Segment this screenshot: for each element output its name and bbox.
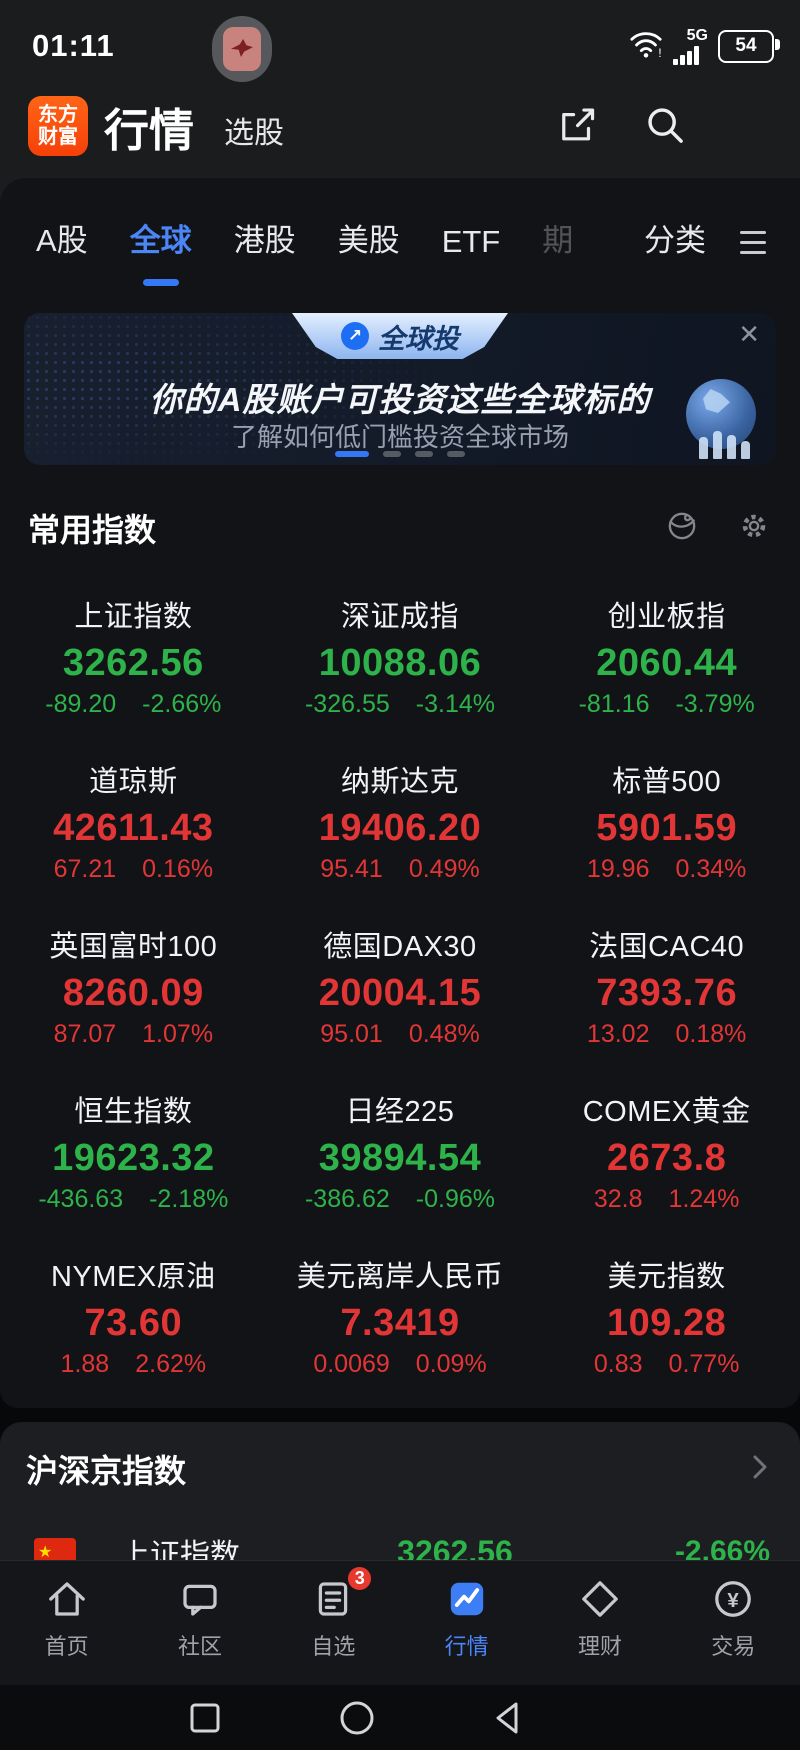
tab-category[interactable]: 分类 <box>644 223 706 258</box>
index-cell[interactable]: 美元离岸人民币 7.3419 0.0069 0.09% <box>296 1261 504 1378</box>
tabs-pinned-group: 分类 <box>584 178 800 290</box>
index-cell[interactable]: 道琼斯 42611.43 67.21 0.16% <box>53 766 214 883</box>
index-cell[interactable]: 上证指数 3262.56 -89.20 -2.66% <box>45 601 222 718</box>
tab-期[interactable]: 期 <box>542 223 574 258</box>
camera-notch <box>212 16 272 82</box>
index-cell[interactable]: 法国CAC40 7393.76 13.02 0.18% <box>586 931 747 1048</box>
clock: 01:11 <box>32 28 115 63</box>
index-cell[interactable]: 深证成指 10088.06 -326.55 -3.14% <box>304 601 495 718</box>
wifi-alert: ! <box>658 46 661 60</box>
android-nav-bar <box>0 1685 800 1750</box>
app-header: 东方 财富 行情 选股 <box>0 88 800 180</box>
hsj-indices-card: 沪深京指数 ★ 上证指数 3262.56 -2.66% <box>0 1422 800 1562</box>
page-title: 行情 <box>104 105 195 156</box>
cn-flag-icon: ★ <box>34 1538 76 1562</box>
tab-全球[interactable]: 全球 <box>130 215 192 260</box>
tab-ETF[interactable]: ETF <box>441 224 501 259</box>
section-title: 常用指数 <box>28 512 157 548</box>
market-tabs: A股 全球 港股 美股 ETF 期 <box>0 178 800 290</box>
nav-item-自选[interactable]: 3 自选 <box>267 1561 400 1686</box>
home-button[interactable] <box>338 1699 376 1737</box>
banner-dot[interactable] <box>335 451 369 457</box>
bottom-nav: 首页 社区 3 自选 行情 理财 ¥ 交易 <box>0 1560 800 1686</box>
banner-pagination[interactable] <box>24 451 776 457</box>
share-icon[interactable] <box>554 102 600 148</box>
banner-title: 你的A股账户可投资这些全球标的 <box>149 381 651 418</box>
watchlist-icon: 3 <box>309 1565 374 1623</box>
index-cell[interactable]: 日经225 39894.54 -386.62 -0.96% <box>304 1096 495 1213</box>
chevron-right-icon[interactable] <box>746 1450 774 1489</box>
index-cell[interactable]: 标普500 5901.59 19.96 0.34% <box>586 766 747 883</box>
camera-app-icon <box>223 27 261 71</box>
trade-icon: ¥ <box>709 1575 757 1623</box>
wifi-icon: ! <box>629 28 663 65</box>
banner-subtitle: 了解如何低门槛投资全球市场 <box>230 422 569 452</box>
nav-item-首页[interactable]: 首页 <box>0 1561 133 1686</box>
nav-item-社区[interactable]: 社区 <box>133 1561 266 1686</box>
nav-item-交易[interactable]: ¥ 交易 <box>667 1561 800 1686</box>
index-cell[interactable]: NYMEX原油 73.60 1.88 2.62% <box>51 1261 216 1378</box>
recents-button[interactable] <box>186 1699 224 1737</box>
back-button[interactable] <box>489 1699 527 1737</box>
index-cell[interactable]: COMEX黄金 2673.8 32.8 1.24% <box>582 1096 751 1213</box>
battery-indicator: 54 <box>718 29 780 63</box>
index-cell[interactable]: 德国DAX30 20004.15 95.01 0.48% <box>318 931 482 1048</box>
index-cell[interactable]: 创业板指 2060.44 -81.16 -3.79% <box>578 601 755 718</box>
nav-item-行情[interactable]: 行情 <box>400 1561 533 1686</box>
banner-dot[interactable] <box>383 451 401 457</box>
search-icon[interactable] <box>642 102 688 148</box>
index-cell[interactable]: 英国富时100 8260.09 87.07 1.07% <box>49 931 218 1048</box>
crowd-graphic <box>699 431 750 459</box>
tab-美股[interactable]: 美股 <box>337 223 400 258</box>
tab-A股[interactable]: A股 <box>36 223 88 258</box>
menu-icon[interactable] <box>740 231 766 260</box>
cell-signal-icon: 5G <box>672 27 708 65</box>
banner-ribbon: ↗ 全球投 <box>292 313 508 359</box>
global-markets-icon[interactable] <box>664 508 700 549</box>
hsj-partial-row[interactable]: ★ 上证指数 3262.56 -2.66% <box>0 1530 800 1562</box>
wealth-icon <box>576 1575 624 1623</box>
global-invest-banner[interactable]: ↗ 全球投 ✕ 你的A股账户可投资这些全球标的 了解如何低门槛投资全球市场 <box>24 313 776 465</box>
index-grid: 上证指数 3262.56 -89.20 -2.66% 深证成指 10088.06 … <box>0 583 800 1408</box>
home-icon <box>43 1575 91 1623</box>
banner-dot[interactable] <box>415 451 433 457</box>
index-cell[interactable]: 恒生指数 19623.32 -436.63 -2.18% <box>38 1096 229 1213</box>
nav-item-理财[interactable]: 理财 <box>533 1561 666 1686</box>
banner-dot[interactable] <box>447 451 465 457</box>
market-content-card: A股 全球 港股 美股 ETF 期 分类 ↗ 全球投 ✕ 你的A股账户可投资这些… <box>0 178 800 1408</box>
common-indices-header: 常用指数 <box>0 505 800 551</box>
banner-close-icon[interactable]: ✕ <box>738 319 760 349</box>
community-icon <box>176 1575 224 1623</box>
settings-gear-icon[interactable] <box>736 508 772 549</box>
top-block <box>0 0 800 210</box>
stock-picker-link[interactable]: 选股 <box>224 117 284 150</box>
notification-badge: 3 <box>346 1565 374 1592</box>
tab-港股[interactable]: 港股 <box>233 223 296 258</box>
svg-text:¥: ¥ <box>728 1590 740 1612</box>
eastmoney-logo: 东方 财富 <box>28 96 88 156</box>
hsj-section-title: 沪深京指数 <box>26 1453 187 1489</box>
index-cell[interactable]: 美元指数 109.28 0.83 0.77% <box>593 1261 740 1378</box>
status-bar: 01:11 ! 5G 54 <box>0 16 800 82</box>
compass-arrow-icon: ↗ <box>341 322 369 350</box>
index-cell[interactable]: 纳斯达克 19406.20 95.41 0.49% <box>318 766 482 883</box>
market-icon <box>443 1575 491 1623</box>
